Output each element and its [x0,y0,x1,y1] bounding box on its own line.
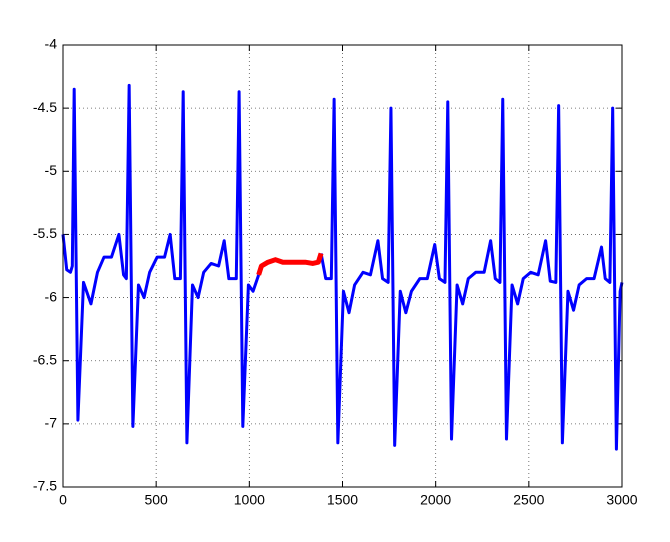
series-line [61,83,624,451]
x-tick-label: 1000 [234,492,265,508]
y-tick-label: -6 [45,288,58,304]
y-tick-label: -5 [45,162,58,178]
y-tick-label: -4 [45,36,58,52]
x-tick-label: 0 [59,492,67,508]
x-tick-label: 1500 [327,492,358,508]
x-tick-label: 2500 [513,492,544,508]
y-tick-label: -6.5 [33,351,57,367]
x-tick-label: 2000 [420,492,451,508]
y-tick-label: -4.5 [33,99,57,115]
x-tick-label: 3000 [606,492,637,508]
y-tick-label: -7.5 [33,478,57,494]
x-tick-label: 500 [144,492,168,508]
plot-frame [62,44,623,488]
y-tick-label: -5.5 [33,225,57,241]
y-tick-label: -7 [45,415,58,431]
series-line [256,252,324,276]
